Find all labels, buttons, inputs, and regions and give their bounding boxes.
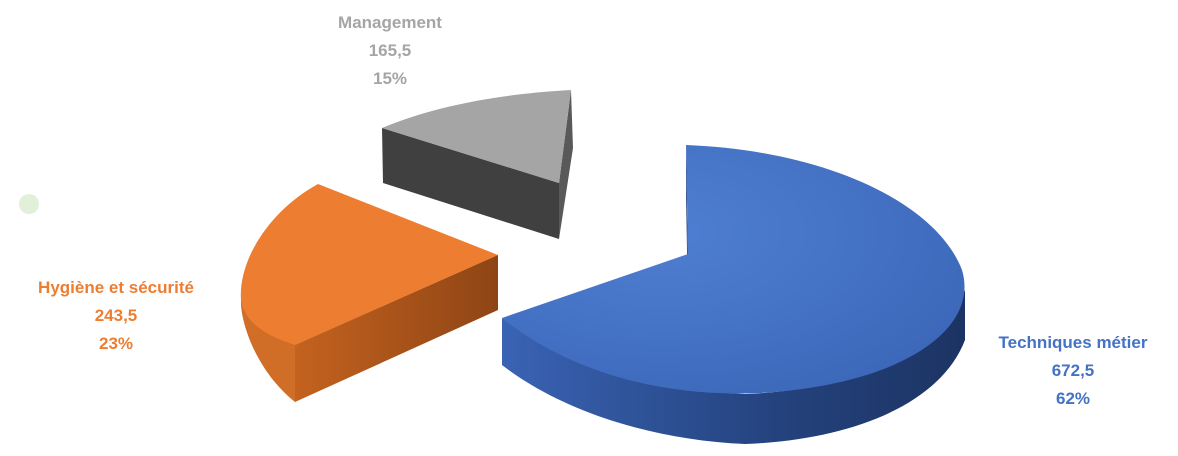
- slice-side-hygiene-front: [295, 255, 498, 402]
- data-label-hygiene-name: Hygiène et sécurité: [38, 278, 194, 297]
- slice-side-techniques: [502, 290, 965, 444]
- data-label-management-percent: 15%: [373, 69, 407, 88]
- decorative-dot: [19, 194, 39, 214]
- data-label-management-name: Management: [338, 13, 442, 32]
- slice-top-techniques: [502, 145, 965, 394]
- slice-top-management: [382, 90, 571, 183]
- slice-edge-management: [559, 90, 573, 239]
- slice-side-management: [382, 128, 559, 239]
- slice-curve-hygiene: [240, 300, 295, 402]
- pie-slice-hygiene: [240, 184, 498, 402]
- data-label-hygiene-percent: 23%: [99, 334, 133, 353]
- data-label-management-value: 165,5: [369, 41, 412, 60]
- data-label-techniques-name: Techniques métier: [999, 333, 1148, 352]
- pie-slice-management: [382, 90, 573, 239]
- data-label-techniques-value: 672,5: [1052, 361, 1095, 380]
- data-label-hygiene-value: 243,5: [95, 306, 138, 325]
- data-label-techniques-percent: 62%: [1056, 389, 1090, 408]
- slice-top-hygiene: [240, 184, 498, 345]
- pie-slice-techniques: [502, 145, 965, 444]
